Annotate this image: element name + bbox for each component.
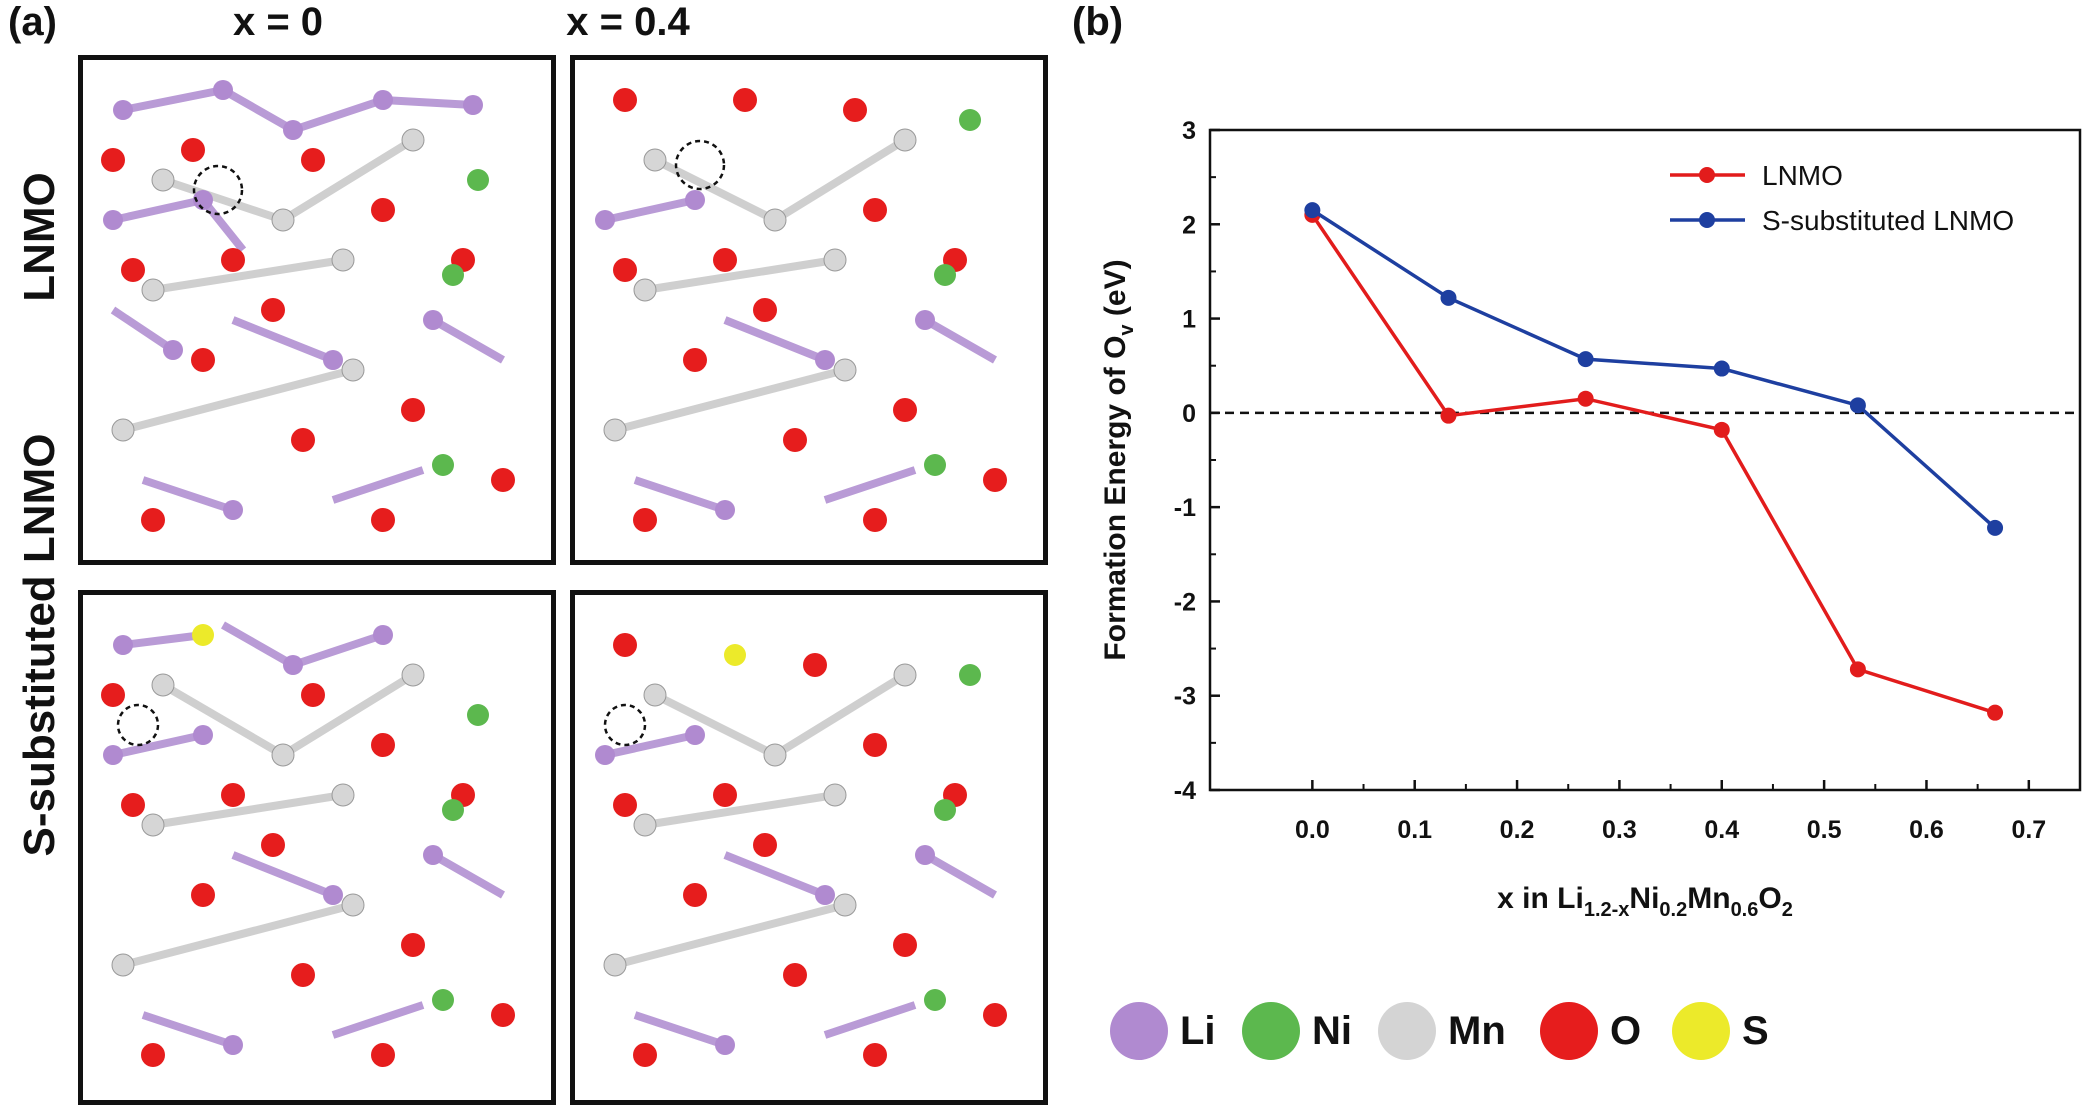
x-tick-label: 0.1 bbox=[1397, 816, 1432, 844]
structure-lnmo-x0 bbox=[78, 55, 556, 565]
y-axis-label-unit: (eV) bbox=[1099, 259, 1132, 324]
x-tick-label: 0.7 bbox=[2011, 816, 2046, 844]
x-tick-label: 0.0 bbox=[1295, 816, 1330, 844]
legend-ni-label: Ni bbox=[1312, 1008, 1352, 1053]
data-point-0 bbox=[1577, 390, 1594, 407]
legend-o: O bbox=[1540, 1002, 1641, 1060]
y-tick-label: -4 bbox=[1174, 777, 1196, 805]
structure-s-lnmo-x04 bbox=[570, 590, 1048, 1105]
atom-structure-image bbox=[101, 621, 515, 1067]
x-axis-label-main: Ni bbox=[1629, 882, 1659, 915]
series-line-0 bbox=[1310, 213, 1996, 715]
x-tick-label: 0.3 bbox=[1602, 816, 1637, 844]
data-point-1 bbox=[1987, 519, 2004, 536]
data-point-1 bbox=[1713, 360, 1730, 377]
structure-lnmo-x04 bbox=[570, 55, 1048, 565]
x-axis-label: x in Li1.2-xNi0.2Mn0.6O2 bbox=[1497, 882, 1793, 921]
ni-atom-swatch bbox=[1242, 1002, 1300, 1060]
y-tick-label: -1 bbox=[1174, 494, 1196, 522]
legend-li: Li bbox=[1110, 1002, 1216, 1060]
y-tick-label: 0 bbox=[1182, 400, 1196, 428]
x-tick-label: 0.5 bbox=[1807, 816, 1842, 844]
data-point-1 bbox=[1577, 351, 1594, 368]
data-point-1 bbox=[1304, 202, 1321, 219]
structure-s-lnmo-x0 bbox=[78, 590, 556, 1105]
panel-a-label: (a) bbox=[8, 0, 57, 44]
legend-label-1: S-substituted LNMO bbox=[1762, 205, 2014, 236]
legend-li-label: Li bbox=[1180, 1008, 1216, 1053]
data-point-0 bbox=[1440, 407, 1457, 424]
mn-atom-swatch bbox=[1378, 1002, 1436, 1060]
li-atom-swatch bbox=[1110, 1002, 1168, 1060]
x-axis-label-sub: 1.2-x bbox=[1584, 899, 1630, 921]
data-point-1 bbox=[1440, 289, 1457, 306]
x-axis-label-main: x in Li bbox=[1497, 882, 1584, 915]
x-axis-label-main: O bbox=[1758, 882, 1781, 915]
data-point-0 bbox=[1849, 661, 1866, 678]
legend-ni: Ni bbox=[1242, 1002, 1352, 1060]
col-label-x04: x = 0.4 bbox=[566, 0, 690, 44]
panel-b-label: (b) bbox=[1072, 0, 1124, 44]
atom-structure-image bbox=[595, 633, 1007, 1067]
y-axis-label: Formation Energy of Ov (eV) bbox=[1099, 259, 1138, 660]
legend-label-0: LNMO bbox=[1762, 160, 1843, 191]
atom-structure-image bbox=[595, 88, 1007, 532]
data-point-0 bbox=[1987, 704, 2004, 721]
legend-mn: Mn bbox=[1378, 1002, 1506, 1060]
x-axis-label-sub: 0.2 bbox=[1659, 899, 1687, 921]
legend-marker-1 bbox=[1699, 212, 1715, 228]
x-axis-label-main: Mn bbox=[1687, 882, 1730, 915]
y-tick-label: 2 bbox=[1182, 211, 1196, 239]
legend-mn-label: Mn bbox=[1448, 1008, 1506, 1053]
data-point-0 bbox=[1713, 421, 1730, 438]
x-tick-label: 0.4 bbox=[1704, 816, 1739, 844]
s-atom-swatch bbox=[1672, 1002, 1730, 1060]
y-tick-label: -3 bbox=[1174, 683, 1196, 711]
x-tick-label: 0.2 bbox=[1500, 816, 1535, 844]
legend-s: S bbox=[1672, 1002, 1769, 1060]
x-axis-label-sub: 2 bbox=[1782, 899, 1793, 921]
legend-s-label: S bbox=[1742, 1008, 1769, 1053]
x-tick-label: 0.6 bbox=[1909, 816, 1944, 844]
o-atom-swatch bbox=[1540, 1002, 1598, 1060]
data-point-1 bbox=[1849, 397, 1866, 414]
x-axis-label-sub: 0.6 bbox=[1731, 899, 1759, 921]
legend-marker-0 bbox=[1699, 167, 1715, 183]
y-axis-label-main: Formation Energy of O bbox=[1099, 336, 1132, 661]
y-tick-label: -2 bbox=[1174, 588, 1196, 616]
series-line-1 bbox=[1311, 208, 1997, 530]
atom-structure-image bbox=[101, 80, 515, 532]
y-axis-label-sub: v bbox=[1116, 324, 1138, 336]
y-tick-label: 1 bbox=[1182, 306, 1196, 334]
legend-o-label: O bbox=[1610, 1008, 1642, 1053]
col-label-x0: x = 0 bbox=[232, 0, 324, 44]
y-tick-label: 3 bbox=[1182, 117, 1196, 145]
